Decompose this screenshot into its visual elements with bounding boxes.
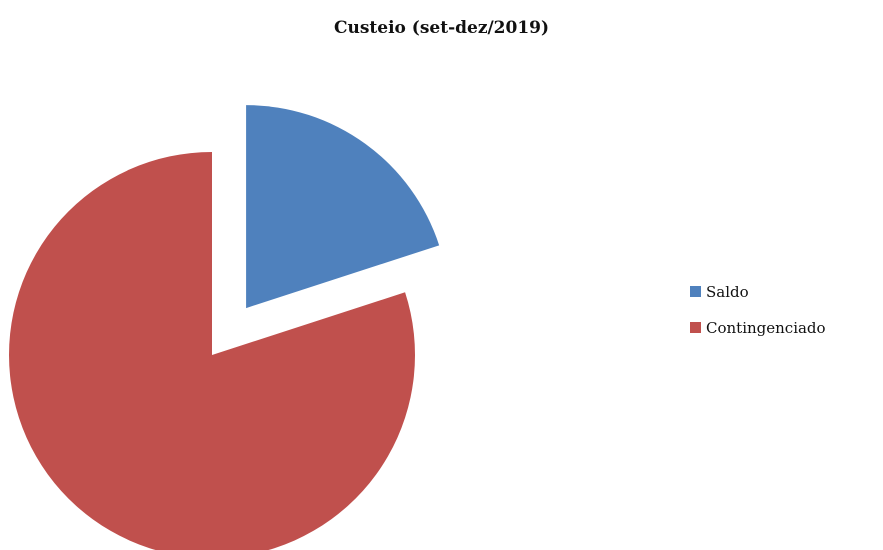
legend-item-contingenciado: Contingenciado xyxy=(690,316,826,339)
legend-swatch-contingenciado xyxy=(690,322,701,333)
pie-slices xyxy=(9,105,440,550)
legend: Saldo Contingenciado xyxy=(690,280,826,352)
chart-title: Custeio (set-dez/2019) xyxy=(333,18,550,38)
pie-slice-contingenciado xyxy=(9,152,415,550)
legend-item-saldo: Saldo xyxy=(690,280,826,303)
legend-label-saldo: Saldo xyxy=(706,282,749,301)
pie-slice-saldo xyxy=(246,105,440,309)
legend-label-contingenciado: Contingenciado xyxy=(706,318,826,337)
legend-swatch-saldo xyxy=(690,286,701,297)
